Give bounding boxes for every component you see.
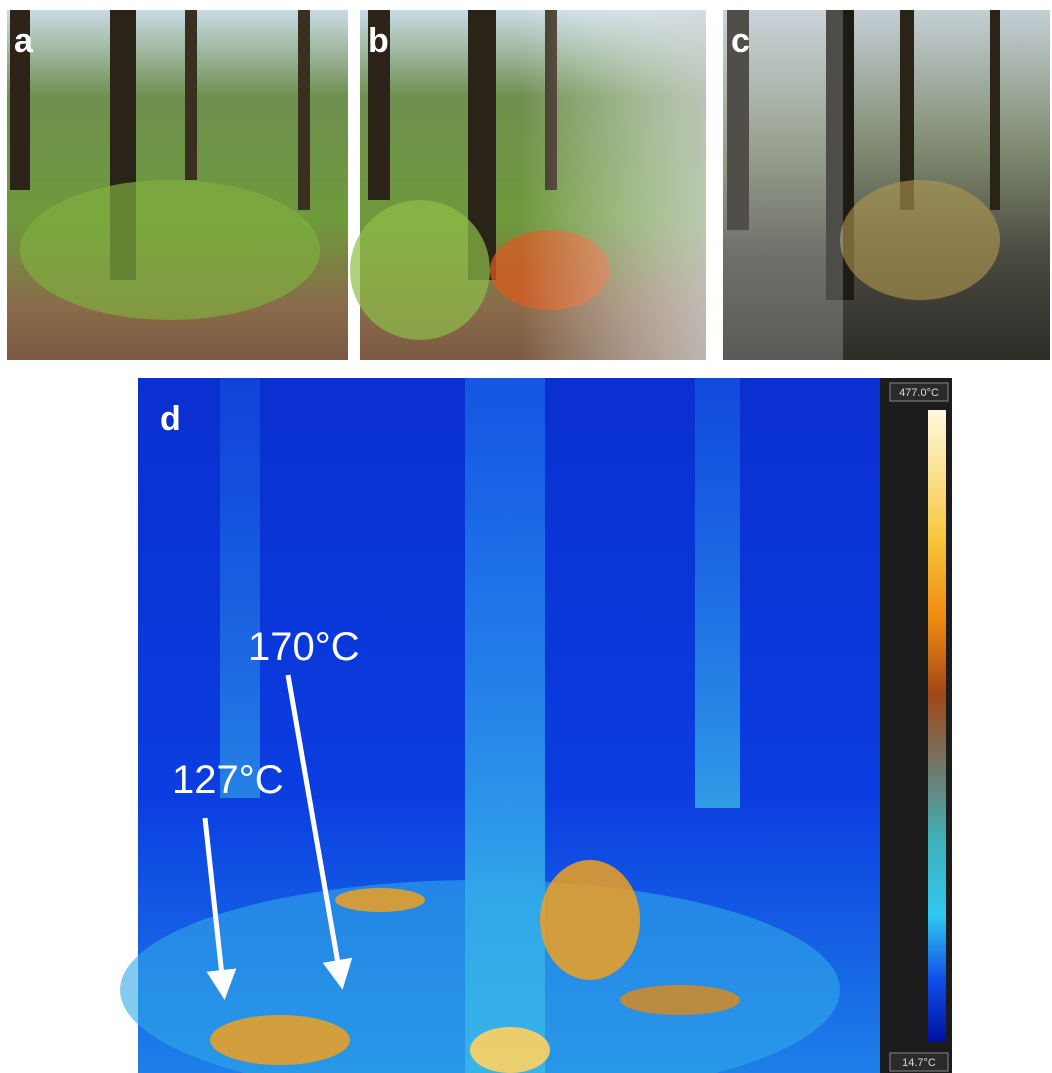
annotation: 170°C — [248, 625, 360, 669]
photo-c — [723, 10, 1050, 360]
photo-a — [7, 10, 348, 360]
thermal-image — [120, 378, 880, 1073]
photo-b — [350, 10, 706, 360]
figure: a b c d 170°C 127°C — [0, 0, 1052, 1073]
panel-label: a — [14, 22, 34, 60]
panel-label: b — [368, 22, 389, 60]
colorbar-max: 477.0°C — [899, 387, 939, 399]
colorbar-min: 14.7°C — [902, 1057, 936, 1069]
annotation: 127°C — [172, 758, 284, 802]
colorbar — [880, 378, 952, 1073]
panel-label: d — [160, 400, 181, 438]
panel-label: c — [731, 22, 750, 60]
